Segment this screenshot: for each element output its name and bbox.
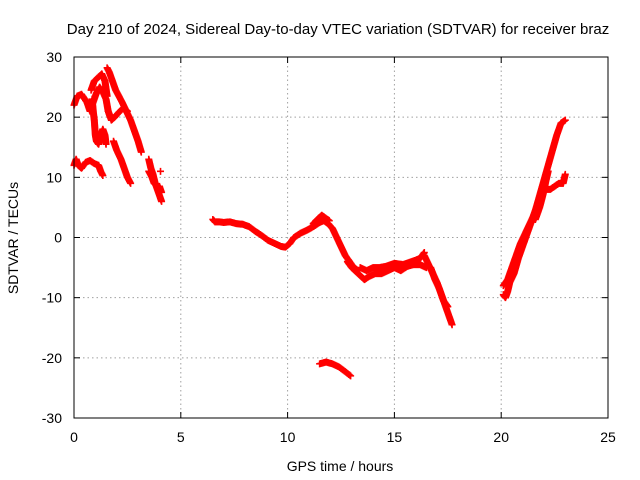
- y-tick-label: -10: [42, 290, 62, 306]
- data-point: [448, 321, 456, 329]
- y-axis-label: SDTVAR / TECUs: [5, 182, 21, 294]
- x-axis-label: GPS time / hours: [287, 458, 394, 474]
- x-tick-label: 25: [600, 429, 616, 445]
- x-tick-label: 5: [177, 429, 185, 445]
- y-tick-label: 10: [46, 169, 62, 185]
- data-point: [544, 167, 552, 175]
- data-point: [137, 148, 145, 156]
- data-point: [123, 107, 131, 115]
- data-point: [444, 303, 452, 311]
- data-point: [561, 116, 569, 124]
- y-tick-label: 0: [54, 230, 62, 246]
- data-point: [157, 167, 165, 175]
- data-point: [158, 188, 166, 196]
- x-tick-label: 15: [387, 429, 403, 445]
- data-point: [561, 170, 569, 178]
- y-tick-label: 30: [46, 49, 62, 65]
- data-point: [99, 172, 107, 180]
- y-tick-label: 20: [46, 109, 62, 125]
- x-tick-label: 20: [493, 429, 509, 445]
- data-point: [325, 217, 333, 225]
- x-tick-label: 10: [280, 429, 296, 445]
- data-point: [102, 140, 110, 148]
- axis-ticks: 0 5 10 15 20 25 -30 -20 -10 0 10 20 30: [42, 49, 616, 445]
- data-point: [158, 197, 166, 205]
- data-point: [103, 92, 111, 100]
- grid-lines: [74, 57, 608, 418]
- y-tick-label: -30: [42, 410, 62, 426]
- y-tick-label: -20: [42, 350, 62, 366]
- data-point: [127, 179, 135, 187]
- chart-title: Day 210 of 2024, Sidereal Day-to-day VTE…: [67, 21, 609, 38]
- data-points: [70, 64, 569, 380]
- data-point: [347, 372, 355, 380]
- x-tick-label: 0: [70, 429, 78, 445]
